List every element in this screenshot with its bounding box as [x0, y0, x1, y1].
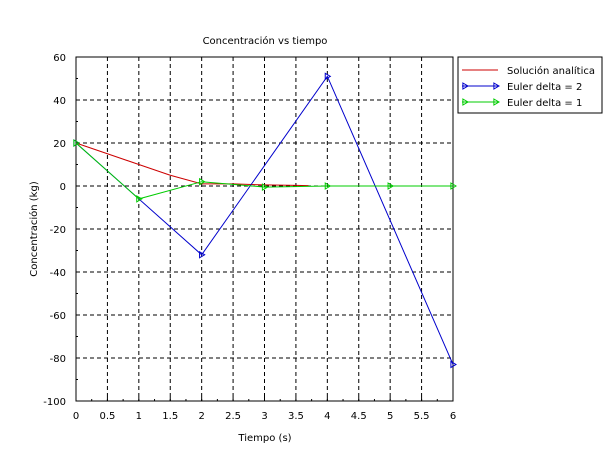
x-tick-label: 1: [136, 411, 142, 422]
series-1: [75, 142, 309, 187]
y-tick-label: 20: [53, 139, 66, 150]
x-tick-label: 6: [450, 411, 456, 422]
series-3: [73, 139, 457, 203]
series: [73, 72, 457, 369]
y-tick-label: -40: [50, 268, 66, 279]
plot-area: 0 0.5 1 1.5 2 2.5 3 3.5 4 4.5 5 5.5 6 60 40 20 0 -20 -40 -6…: [43, 53, 457, 422]
axis-ticks: 0 0.5 1 1.5 2 2.5 3 3.5 4 4.5 5 5.5 6 60 40 20 0 -20 -40 -6…: [43, 53, 456, 422]
data-point: [199, 177, 206, 186]
x-tick-label: 2: [198, 411, 204, 422]
legend-marker: [493, 98, 500, 106]
legend-marker: [493, 82, 500, 90]
y-tick-label: -20: [50, 225, 66, 236]
x-tick-label: 0.5: [99, 411, 115, 422]
legend-label: Euler delta = 2: [507, 82, 582, 93]
legend-marker: [462, 82, 469, 90]
x-tick-label: 3.5: [288, 411, 304, 422]
data-point: [136, 195, 143, 203]
legend-item: Euler delta = 2: [462, 82, 582, 93]
x-axis-title: Tiempo (s): [237, 433, 291, 444]
y-tick-label: -60: [50, 311, 66, 322]
x-tick-label: 0: [73, 411, 79, 422]
legend-item: Euler delta = 1: [462, 98, 582, 109]
series-line: [75, 142, 453, 200]
y-tick-label: -80: [50, 354, 66, 365]
data-point: [450, 360, 457, 369]
legend-label: Solución analítica: [507, 65, 595, 77]
x-tick-label: 4: [324, 411, 330, 422]
x-tick-label: 3: [261, 411, 267, 422]
y-tick-label: 60: [53, 53, 66, 64]
y-tick-label: 0: [60, 182, 66, 193]
legend-items: Solución analítica Euler delta = 2 Euler d…: [462, 65, 595, 109]
y-axis-title: Concentración (kg): [28, 181, 40, 277]
data-point: [73, 139, 80, 147]
y-tick-label: 40: [53, 96, 66, 107]
data-point: [324, 72, 332, 81]
x-tick-label: 4.5: [351, 411, 367, 422]
data-point: [324, 182, 332, 190]
x-tick-label: 5: [387, 411, 393, 422]
x-tick-label: 1.5: [162, 411, 178, 422]
data-point: [261, 183, 269, 191]
series-line: [75, 142, 309, 187]
x-tick-label: 5.5: [414, 411, 430, 422]
y-tick-label: -100: [43, 397, 66, 408]
data-point: [387, 182, 395, 190]
legend-item: Solución analítica: [462, 65, 595, 77]
x-tick-label: 2.5: [225, 411, 241, 422]
legend-label: Euler delta = 1: [507, 98, 582, 109]
data-point: [199, 250, 206, 259]
chart-title: Concentración vs tiempo: [203, 35, 328, 47]
legend-box: [457, 56, 603, 114]
grid: [76, 57, 453, 401]
legend: Solución analítica Euler delta = 2 Euler d…: [457, 56, 603, 114]
data-point: [450, 182, 457, 190]
legend-marker: [462, 98, 469, 106]
